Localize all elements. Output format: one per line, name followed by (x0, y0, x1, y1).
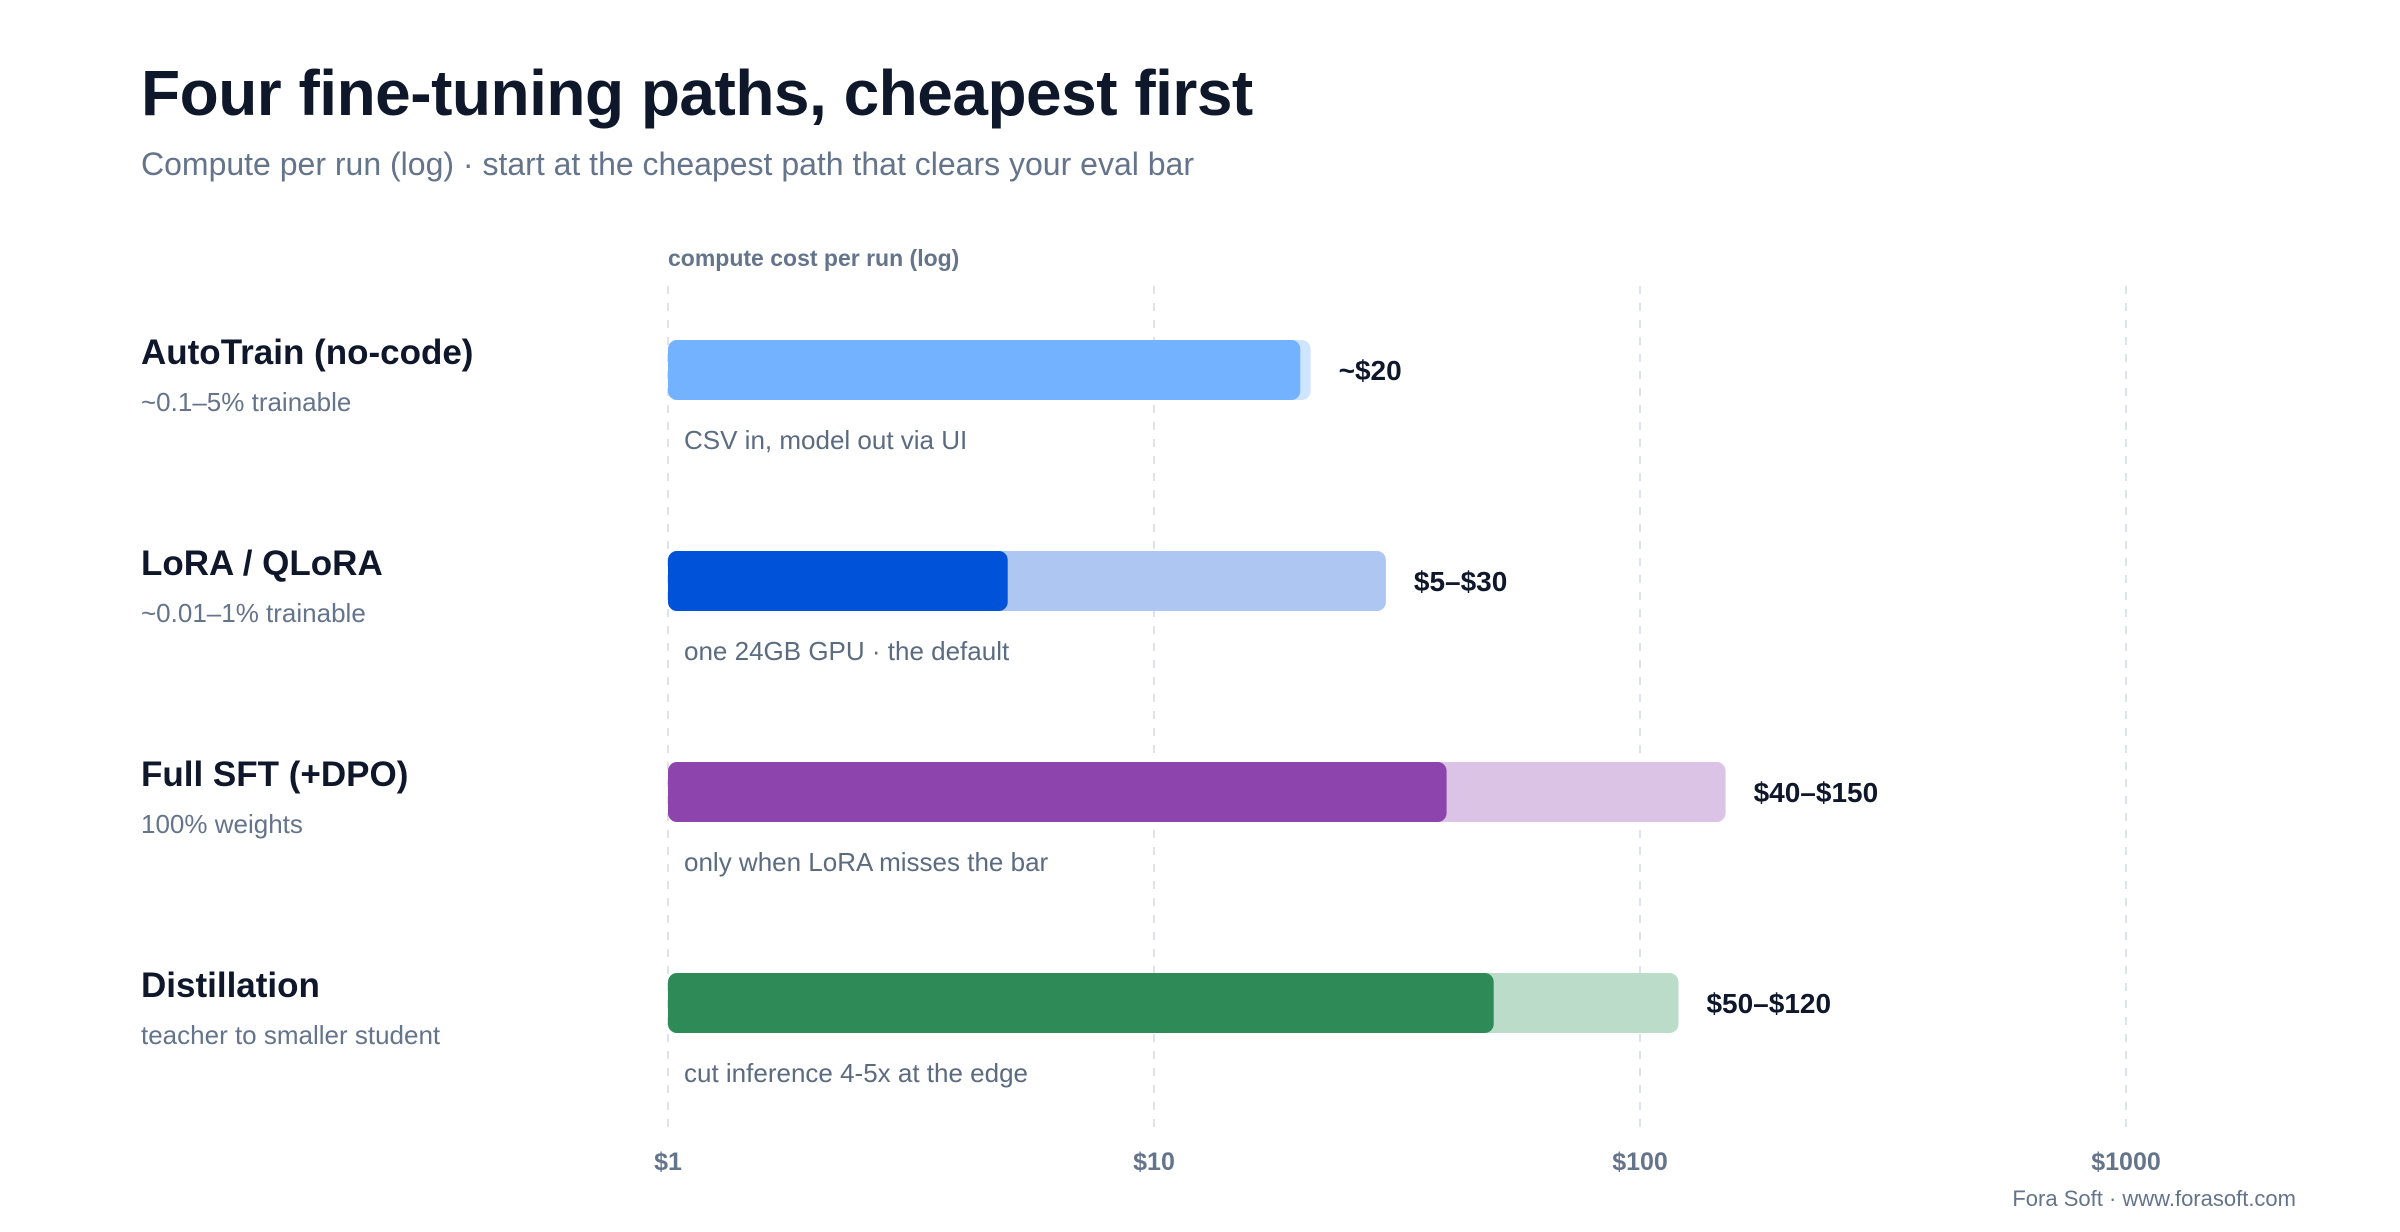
x-tick-label: $1000 (2091, 1148, 2161, 1176)
bars: AutoTrain (no-code) ~0.1–5% trainable ~$20… (141, 333, 1878, 1088)
x-axis-label: compute cost per run (log) (668, 245, 959, 271)
bar-row: LoRA / QLoRA ~0.01–1% trainable $5–$30 one … (141, 544, 1507, 666)
value-label: ~$20 (1339, 355, 1402, 386)
value-label: $50–$120 (1706, 988, 1831, 1019)
bar-row: Distillation teacher to smaller student $5… (141, 966, 1831, 1088)
row-label: AutoTrain (no-code) (141, 333, 473, 372)
bar-row: AutoTrain (no-code) ~0.1–5% trainable ~$20… (141, 333, 1402, 455)
x-tick-label: $1 (654, 1148, 682, 1176)
chart-title: Four fine-tuning paths, cheapest first (141, 57, 1253, 129)
value-label: $40–$150 (1754, 777, 1879, 808)
row-detail: ~0.1–5% trainable (141, 387, 351, 417)
chart-subtitle: Compute per run (log) · start at the che… (141, 146, 1194, 182)
row-label: Full SFT (+DPO) (141, 755, 408, 794)
row-label: LoRA / QLoRA (141, 544, 383, 583)
x-tick-label: $10 (1133, 1148, 1175, 1176)
row-detail: ~0.01–1% trainable (141, 598, 366, 628)
bar-note: cut inference 4-5x at the edge (684, 1058, 1028, 1088)
bar-floor (668, 762, 1447, 822)
footer-credit: Fora Soft · www.forasoft.com (2012, 1186, 2296, 1211)
bar-note: CSV in, model out via UI (684, 425, 967, 455)
bar-floor (668, 551, 1008, 611)
bar-row: Full SFT (+DPO) 100% weights $40–$150 only … (141, 755, 1878, 877)
bar-note: only when LoRA misses the bar (684, 847, 1049, 877)
row-detail: 100% weights (141, 809, 303, 839)
x-tick-label: $100 (1612, 1148, 1668, 1176)
row-label: Distillation (141, 966, 320, 1005)
x-tick-labels: $1 $10 $100 $1000 (654, 1148, 2161, 1176)
value-label: $5–$30 (1414, 566, 1507, 597)
bar-floor (668, 340, 1301, 400)
row-detail: teacher to smaller student (141, 1020, 441, 1050)
bar-note: one 24GB GPU · the default (684, 636, 1010, 666)
bar-floor (668, 973, 1494, 1033)
